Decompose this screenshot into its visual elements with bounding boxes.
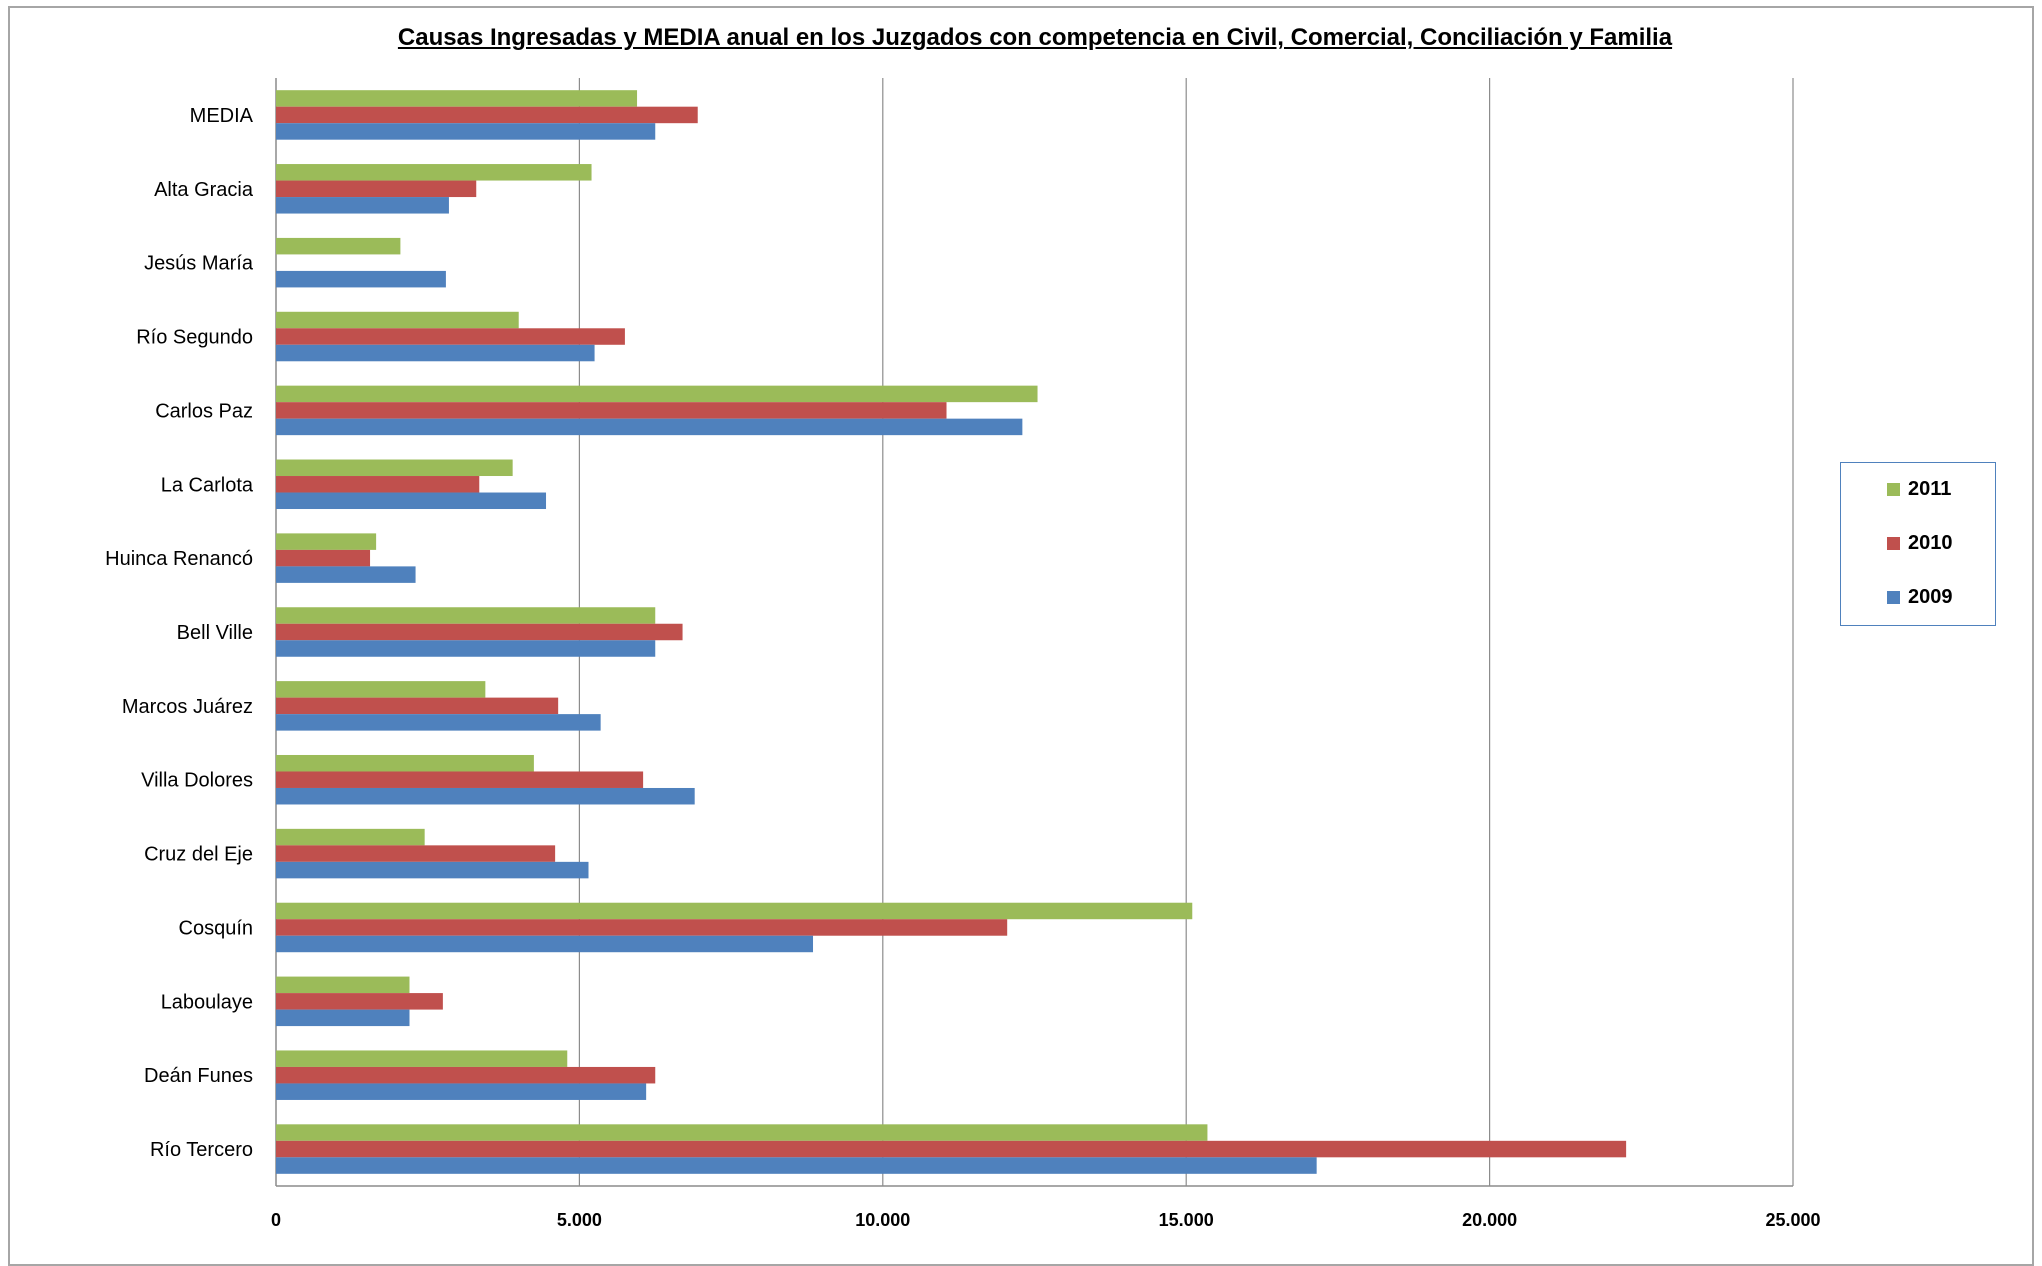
category-label: Río Segundo (136, 327, 253, 349)
legend-item: 2009 (1887, 585, 1953, 609)
bar-2011 (276, 976, 410, 994)
bar-2009 (276, 1083, 647, 1100)
bar-2011 (276, 533, 377, 550)
legend: 2011 2010 2009 (1840, 462, 1996, 626)
bar-2009 (276, 787, 695, 805)
bar-2009 (276, 1009, 410, 1027)
bar-2009 (276, 861, 589, 879)
category-label: Jesús María (144, 253, 254, 275)
bar-2009 (276, 492, 547, 510)
bar-2011 (276, 681, 486, 698)
category-label: Bell Ville (177, 622, 253, 644)
legend-item: 2010 (1887, 531, 1953, 555)
bar-2011 (276, 164, 592, 181)
bar-2009 (276, 344, 595, 362)
category-label: Laboulaye (161, 991, 253, 1013)
legend-swatch (1887, 590, 1900, 604)
category-label: Carlos Paz (155, 400, 253, 422)
bar-2011 (276, 311, 519, 329)
bar-2009 (276, 935, 814, 953)
legend-label: 2009 (1908, 585, 1953, 608)
bar-2010 (276, 623, 683, 641)
bar-2009 (276, 270, 446, 288)
legend-label: 2010 (1908, 531, 1953, 554)
bar-2011 (276, 385, 1038, 403)
bar-2009 (276, 1157, 1317, 1174)
category-label: Villa Dolores (141, 770, 253, 792)
category-label: Cruz del Eje (144, 844, 253, 866)
bar-2010 (276, 771, 644, 788)
bar-2009 (276, 640, 656, 657)
bar-2011 (276, 828, 425, 846)
category-label: Huinca Renancó (105, 548, 253, 570)
x-tick-label: 15.000 (1159, 1210, 1214, 1230)
category-label: Alta Gracia (154, 179, 254, 201)
x-tick-label: 0 (271, 1210, 281, 1230)
bar-2009 (276, 197, 449, 214)
bar-2009 (276, 123, 656, 140)
x-tick-label: 5.000 (557, 1210, 602, 1230)
category-label: MEDIA (190, 105, 254, 127)
bar-2010 (276, 180, 477, 198)
legend-swatch (1887, 536, 1900, 550)
bar-2011 (276, 1050, 568, 1067)
category-label: Río Tercero (150, 1139, 253, 1161)
x-tick-label: 25.000 (1765, 1210, 1820, 1230)
bar-2010 (276, 106, 698, 124)
category-label: Marcos Juárez (122, 696, 253, 718)
bar-2009 (276, 714, 601, 731)
bar-2009 (276, 418, 1023, 436)
bar-2010 (276, 476, 480, 493)
category-label: Cosquín (179, 917, 254, 939)
bar-2010 (276, 697, 559, 715)
bar-2009 (276, 566, 416, 583)
legend-label: 2011 (1908, 477, 1952, 500)
bar-2011 (276, 902, 1193, 920)
bar-2010 (276, 845, 556, 862)
x-tick-label: 20.000 (1462, 1210, 1517, 1230)
bar-2011 (276, 607, 656, 624)
category-label: Deán Funes (144, 1065, 253, 1087)
bar-2011 (276, 237, 401, 255)
legend-swatch (1887, 482, 1900, 496)
bar-2010 (276, 549, 371, 567)
category-label: La Carlota (161, 474, 254, 496)
bar-2010 (276, 919, 1008, 936)
bar-2010 (276, 1140, 1627, 1158)
bar-2010 (276, 993, 443, 1010)
bar-2010 (276, 402, 947, 419)
bar-2011 (276, 459, 513, 477)
bar-2011 (276, 1124, 1208, 1141)
bar-2010 (276, 1066, 656, 1084)
legend-item: 2011 (1887, 477, 1951, 501)
x-tick-label: 10.000 (855, 1210, 910, 1230)
bar-2010 (276, 328, 625, 345)
chart-title: Causas Ingresadas y MEDIA anual en los J… (397, 24, 1673, 51)
bar-2011 (276, 90, 638, 107)
bar-2011 (276, 754, 534, 772)
